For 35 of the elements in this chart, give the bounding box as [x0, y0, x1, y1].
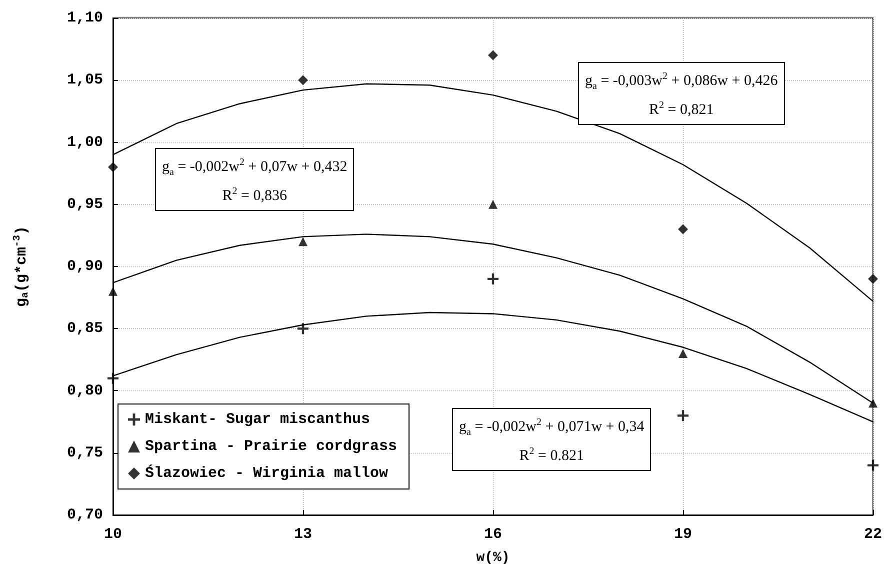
text: g$_{a}$ = -0,002w$^{2}$ + 0,07w + 0,432 R$^{2}$ = 0,836: [162, 157, 348, 204]
text: g$_{a}$ = -0,002w$^{2}$ + 0,071w + 0,34 R$^{2}$ = 0.821: [459, 417, 644, 464]
point: [488, 50, 498, 60]
x-tick-label: 16: [484, 526, 502, 543]
point: [108, 372, 118, 384]
point: [488, 273, 498, 284]
y-tick-label: 0,70: [66, 506, 103, 524]
annotation: g$_{a}$ = -0,003w$^{2}$ + 0,086w + 0,426 R$^{2}$ = 0,821: [578, 62, 785, 125]
y-tick-label: 0,75: [66, 444, 103, 462]
legend-label: Ślazowiec - Wirginia mallow: [145, 464, 388, 482]
x-tick-label: 13: [294, 526, 312, 543]
point: [488, 200, 498, 209]
point: [108, 162, 118, 172]
point: [298, 237, 308, 246]
x-tick-label: 22: [864, 526, 882, 543]
point: [678, 348, 688, 358]
point: [298, 75, 308, 86]
legend-label: Spartina - Prairie cordgrass: [145, 438, 398, 455]
y-tick-label: 0,80: [66, 382, 103, 400]
y-tick-label: 0,90: [66, 258, 103, 275]
x-tick-label: 19: [674, 526, 692, 543]
point: [868, 460, 878, 471]
point: [678, 224, 688, 234]
y-tick-label: 1,00: [66, 134, 103, 151]
y-tick-label: 0,85: [66, 320, 103, 338]
x-tick-label: 10: [104, 526, 122, 543]
y-axis-title: ga(g*cm-3): [12, 226, 32, 308]
point: [678, 410, 688, 422]
x-axis-title: w(%): [476, 550, 510, 566]
point: [868, 398, 878, 408]
y-tick-label: 1,05: [66, 72, 103, 89]
y-tick-label: 1,10: [66, 10, 103, 26]
legend-label: Miskant- Sugar miscanthus: [145, 411, 370, 428]
point: [868, 274, 878, 284]
y-tick-label: 0,95: [66, 196, 103, 213]
